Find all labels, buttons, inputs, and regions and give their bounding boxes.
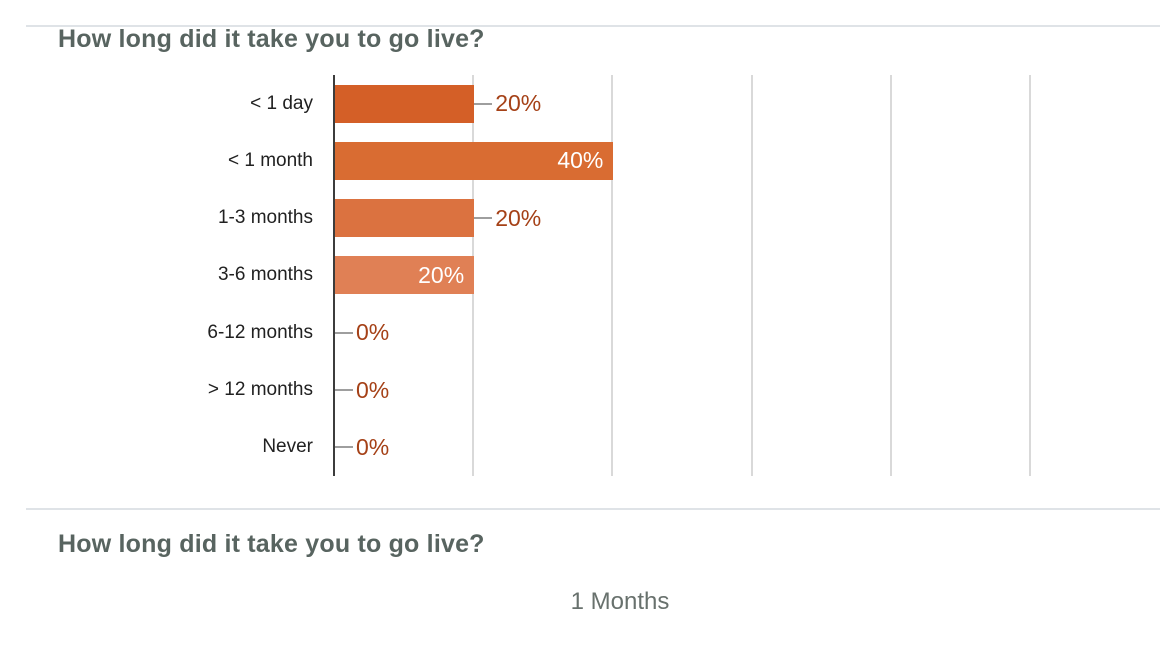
chart-row: 3-6 months 20%	[0, 247, 1160, 304]
chart-row: < 1 day 20%	[0, 75, 1160, 132]
chart-title: How long did it take you to go live?	[58, 25, 485, 53]
bar[interactable]: 20%	[335, 256, 475, 295]
chart-row: 1-3 months 20%	[0, 190, 1160, 247]
value-label: 0%	[356, 376, 390, 403]
footer-subtitle: 1 Months	[570, 588, 670, 615]
category-label: > 12 months	[207, 379, 313, 401]
value-label: 20%	[495, 90, 542, 117]
leader-line	[335, 446, 353, 449]
category-label: 3-6 months	[217, 264, 313, 286]
leader-line	[474, 102, 493, 105]
bar-area: 40%	[335, 132, 1160, 189]
chart-row: < 1 month 40%	[0, 132, 1160, 189]
chart-row: Never 0%	[0, 419, 1160, 476]
bar-chart: < 1 day 20% < 1 month 40% 1-3 months 20%…	[0, 75, 1160, 476]
leader-line	[335, 331, 353, 334]
bar-area: 0%	[335, 419, 1160, 476]
value-label: 0%	[356, 319, 390, 346]
bar-area: 0%	[335, 304, 1160, 361]
gridline	[889, 75, 892, 476]
category-label: < 1 month	[227, 149, 313, 171]
chart-row: > 12 months 0%	[0, 361, 1160, 418]
leader-line	[335, 389, 353, 392]
gridline	[1029, 75, 1031, 476]
bar-area: 20%	[335, 75, 1160, 132]
chart-row: 6-12 months 0%	[0, 304, 1160, 361]
footer-chart-title: How long did it take you to go live?	[58, 530, 485, 558]
chart-rows: < 1 day 20% < 1 month 40% 1-3 months 20%…	[0, 75, 1160, 476]
bar-area: 20%	[335, 247, 1160, 304]
leader-line	[474, 217, 493, 220]
category-label: Never	[262, 436, 313, 458]
value-label: 20%	[495, 204, 542, 231]
section-divider	[26, 508, 1160, 510]
top-divider	[26, 25, 1160, 27]
survey-report-page: How long did it take you to go live? < 1…	[0, 25, 1160, 669]
y-axis-line	[333, 75, 335, 476]
value-label: 0%	[356, 433, 390, 460]
bar[interactable]	[335, 199, 475, 238]
category-label: 1-3 months	[217, 207, 313, 229]
bar[interactable]	[335, 84, 475, 123]
bar[interactable]: 40%	[335, 141, 614, 180]
gridline	[611, 75, 614, 476]
gridline	[750, 75, 753, 476]
bar-area: 0%	[335, 361, 1160, 418]
category-label: < 1 day	[250, 92, 313, 114]
category-label: 6-12 months	[207, 321, 313, 343]
bar-area: 20%	[335, 190, 1160, 247]
